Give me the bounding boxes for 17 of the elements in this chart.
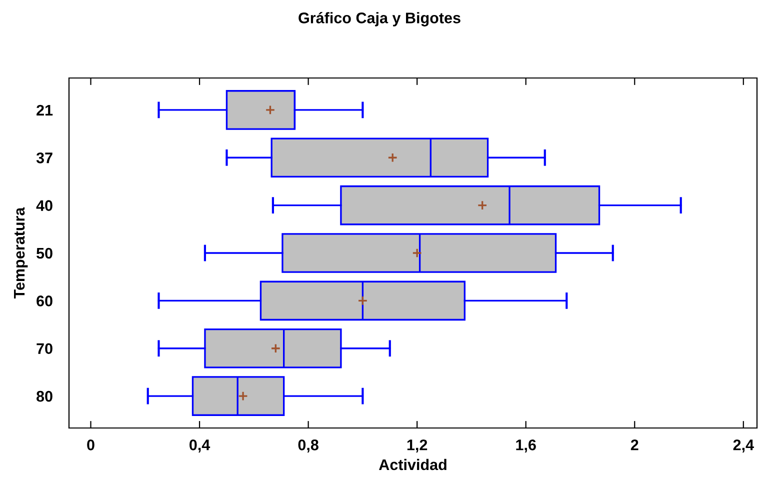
- x-tick-label: 2,4: [733, 440, 754, 453]
- y-tick-label: 80: [36, 390, 52, 402]
- y-axis-title: Temperatura: [14, 207, 28, 299]
- y-tick-label: 37: [36, 152, 52, 164]
- x-tick-label: 0: [87, 440, 94, 450]
- y-tick-label: 70: [36, 343, 52, 354]
- y-tick-label: 50: [36, 248, 52, 259]
- x-tick-label: 0,4: [190, 440, 210, 453]
- x-tick-label: 0,8: [298, 440, 318, 453]
- chart-title: Gráfico Caja y Bigotes: [298, 12, 460, 26]
- x-tick-label: 2: [630, 440, 638, 450]
- x-tick-label: 1,6: [516, 440, 536, 453]
- x-tick-label: 1,2: [407, 440, 428, 453]
- y-tick-label: 60: [36, 296, 52, 306]
- x-axis-title: Actividad: [379, 458, 446, 470]
- y-tick-label: 21: [36, 104, 53, 116]
- y-tick-label: 40: [36, 200, 52, 211]
